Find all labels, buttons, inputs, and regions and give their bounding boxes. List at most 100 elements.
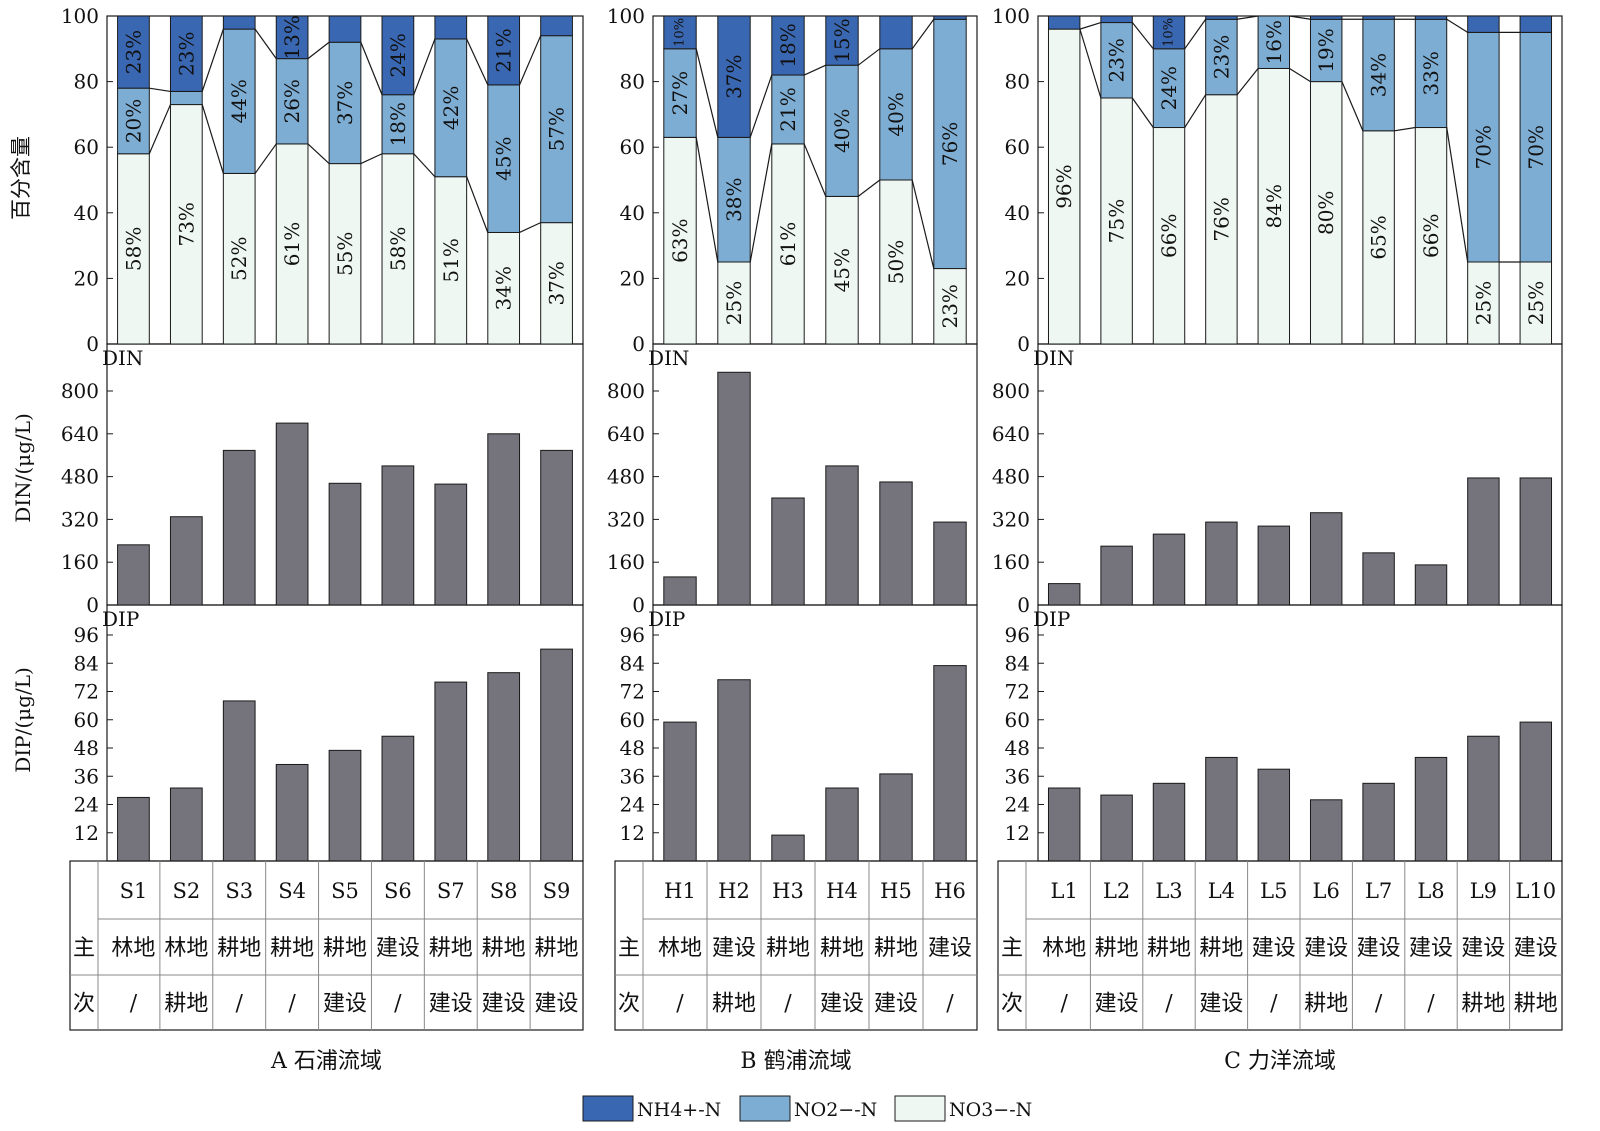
main-landuse: 建设 — [1409, 936, 1453, 961]
main-landuse: 林地 — [1042, 936, 1086, 961]
site-label: L6 — [1313, 879, 1340, 903]
site-label: L4 — [1208, 879, 1235, 903]
connector — [749, 74, 773, 138]
bar-no3 — [275, 143, 309, 345]
bar-no2 — [1414, 18, 1448, 129]
row-label-main: 主 — [618, 936, 640, 961]
bar-dip — [1309, 799, 1343, 862]
label-no2: 57% — [545, 107, 569, 151]
chart-panels: 0204060801000160320480640800122436486072… — [61, 4, 1563, 1074]
bar-no3 — [1205, 94, 1238, 345]
bar-dip — [1100, 794, 1133, 862]
connector — [307, 41, 330, 60]
legend-label-no2: NO2−-N — [794, 1099, 877, 1121]
bar-no3 — [771, 143, 805, 345]
main-landuse: 建设 — [712, 936, 756, 961]
tick-label-pct: 20 — [620, 266, 645, 290]
bar-din — [825, 465, 859, 606]
bar-din — [1414, 564, 1448, 606]
landuse-table — [69, 860, 584, 1031]
connector — [1237, 15, 1259, 20]
bar-dip — [825, 787, 859, 862]
bar-no2 — [169, 90, 203, 106]
frame-dip — [652, 604, 978, 862]
connector — [201, 28, 224, 92]
label-no3: 55% — [333, 232, 357, 276]
bar-dip — [1257, 768, 1291, 862]
connector — [413, 153, 436, 178]
landuse-table — [614, 860, 978, 1031]
watershed-title: B 鹤浦流域 — [740, 1049, 851, 1074]
label-nh4: 24% — [386, 33, 410, 77]
tick-label-pct: 60 — [1005, 135, 1030, 159]
tick-label-dip: 36 — [620, 764, 645, 788]
label-no3: 58% — [121, 227, 145, 271]
sub-landuse: / — [288, 992, 296, 1017]
bar-din — [540, 449, 573, 606]
bar-no2 — [879, 48, 913, 181]
bar-no3 — [1519, 261, 1553, 345]
dip-tag: DIP — [648, 607, 685, 631]
bar-no3 — [879, 179, 913, 345]
sub-landuse: / — [1165, 992, 1173, 1017]
din-tag: DIN — [1033, 346, 1074, 370]
tick-label-din: 320 — [992, 507, 1030, 531]
site-label: S4 — [278, 879, 306, 903]
label-no3: 66% — [1419, 214, 1443, 258]
connector — [1446, 18, 1468, 33]
tick-label-dip: 84 — [620, 651, 645, 675]
sub-landuse: 耕地 — [712, 992, 756, 1017]
tick-label-din: 0 — [632, 593, 645, 617]
connector — [1184, 18, 1207, 50]
connector — [360, 153, 383, 165]
sub-landuse: / — [394, 992, 402, 1017]
bar-nh4 — [117, 15, 150, 89]
legend-label-nh4: NH4+-N — [637, 1099, 721, 1121]
bar-din — [328, 482, 362, 606]
bar-nh4 — [487, 15, 521, 86]
connector — [466, 176, 489, 233]
bar-no3 — [381, 153, 415, 345]
label-nh4: 37% — [722, 54, 746, 98]
site-label: L7 — [1365, 879, 1392, 903]
connector — [519, 222, 541, 234]
label-nh4: 15% — [830, 18, 854, 62]
label-no2: 23% — [1209, 35, 1233, 79]
bar-din — [771, 497, 805, 606]
site-label: H3 — [772, 879, 804, 903]
connector — [911, 18, 935, 50]
bar-dip — [434, 681, 468, 862]
bar-no3 — [1467, 261, 1500, 345]
label-no2: 44% — [227, 79, 251, 123]
tick-label-pct: 100 — [607, 4, 645, 28]
label-no3: 84% — [1262, 184, 1286, 228]
connector — [1236, 68, 1259, 96]
connector — [1289, 15, 1311, 20]
bar-dip — [275, 763, 309, 862]
main-landuse: 建设 — [1514, 936, 1558, 961]
label-no2: 70% — [1524, 125, 1548, 169]
sub-landuse: 建设 — [323, 992, 367, 1017]
label-no3: 76% — [1209, 197, 1233, 241]
bar-no2 — [1100, 22, 1133, 99]
tick-label-din: 800 — [992, 379, 1030, 403]
sub-landuse: 耕地 — [164, 992, 208, 1017]
sub-landuse: 耕地 — [1461, 992, 1505, 1017]
bar-dip — [1362, 782, 1395, 862]
label-nh4: 23% — [174, 31, 198, 75]
tick-label-din: 320 — [61, 507, 99, 531]
label-no2: 33% — [1419, 51, 1443, 95]
bar-dip — [933, 665, 967, 862]
label-nh4: 10% — [1162, 18, 1177, 47]
label-no2: 34% — [1367, 53, 1391, 97]
bar-no2 — [1152, 48, 1186, 129]
tick-label-dip: 24 — [74, 793, 99, 817]
bar-din — [1205, 521, 1238, 606]
tick-label-dip: 12 — [620, 821, 645, 845]
label-no2: 23% — [1105, 38, 1129, 82]
sub-landuse: / — [1427, 992, 1435, 1017]
tick-label-pct: 60 — [620, 135, 645, 159]
label-no3: 51% — [439, 238, 463, 282]
tick-label-dip: 36 — [1005, 764, 1030, 788]
bar-dip — [1519, 721, 1553, 862]
